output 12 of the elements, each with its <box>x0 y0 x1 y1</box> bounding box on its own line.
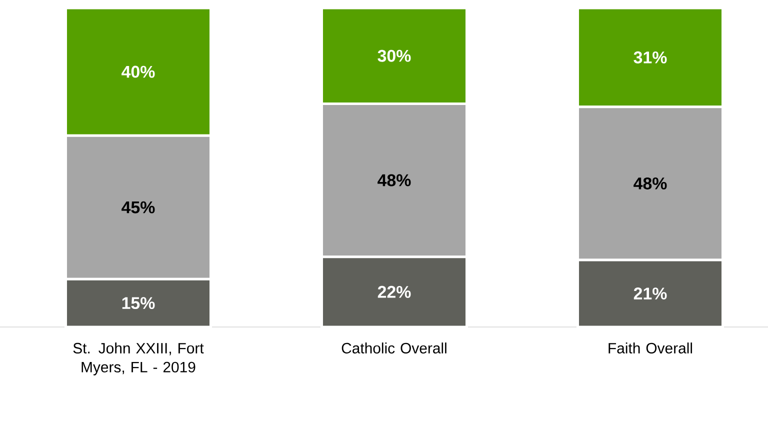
data-label: 48% <box>634 177 667 190</box>
x-tick-label: Faith Overall <box>608 342 692 354</box>
data-label: 31% <box>634 51 667 64</box>
x-tick-label: St. John XXIII, Fort Myers, FL - 2019 <box>73 342 204 376</box>
x-tick-label: Catholic Overall <box>342 342 446 354</box>
data-label: 45% <box>122 201 155 214</box>
data-label: 40% <box>122 66 155 78</box>
data-label: 15% <box>122 297 155 310</box>
data-label: 22% <box>378 286 411 298</box>
data-label: 30% <box>378 50 411 62</box>
data-label: 21% <box>634 288 667 300</box>
data-label: 48% <box>378 174 411 186</box>
